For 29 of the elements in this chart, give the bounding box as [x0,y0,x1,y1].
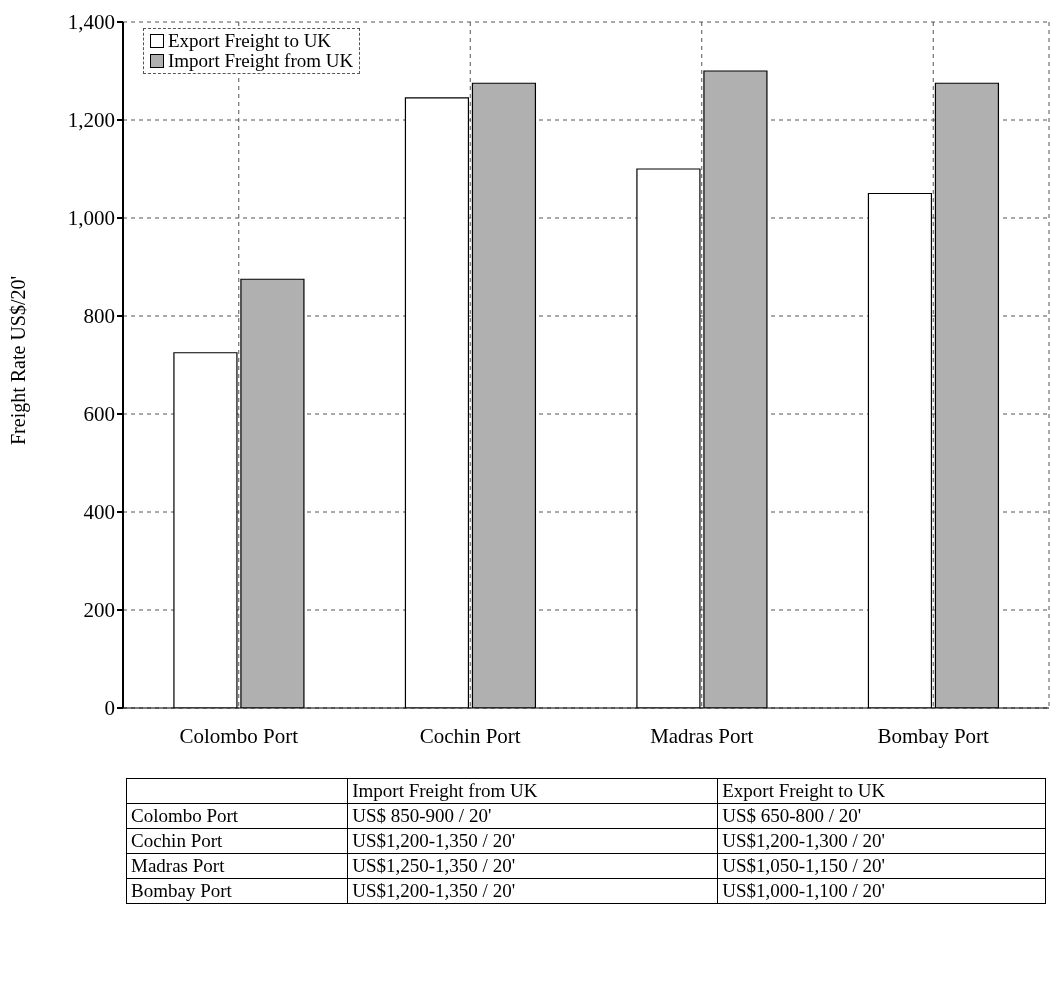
text: US$1,000-1,100 / 20' [717,878,1046,904]
y-tick-label: 400 [83,500,115,525]
text: Colombo Port [126,803,348,829]
x-tick-label: Bombay Port [877,723,990,748]
text: US$1,200-1,350 / 20' [347,828,718,854]
legend-label: Import Freight from UK [167,50,354,71]
y-tick-label: 800 [83,304,115,329]
x-tick-label: Colombo Port [179,723,299,748]
y-tick-label: 1,200 [67,108,115,133]
text: Cochin Port [126,828,348,854]
y-tick-label: 1,400 [67,10,115,35]
text: US$ 650-800 / 20' [717,803,1046,829]
x-tick-label: Cochin Port [419,723,521,748]
y-tick-label: 0 [104,696,115,721]
y-tick-label: 600 [83,402,115,427]
y-axis-title: Freight Rate US$/20' [7,275,31,445]
text: US$1,200-1,300 / 20' [717,828,1046,854]
x-tick-label: Madras Port [650,723,754,748]
legend-label: Export Freight to UK [167,30,333,51]
text: Export Freight to UK [717,778,1046,804]
y-tick-label: 200 [83,598,115,623]
text: US$1,050-1,150 / 20' [717,853,1046,879]
text: Import Freight from UK [347,778,718,804]
y-tick-label: 1,000 [67,206,115,231]
text: Bombay Port [126,878,348,904]
text: Madras Port [126,853,348,879]
text: US$1,250-1,350 / 20' [347,853,718,879]
text: US$1,200-1,350 / 20' [347,878,718,904]
text: US$ 850-900 / 20' [347,803,718,829]
